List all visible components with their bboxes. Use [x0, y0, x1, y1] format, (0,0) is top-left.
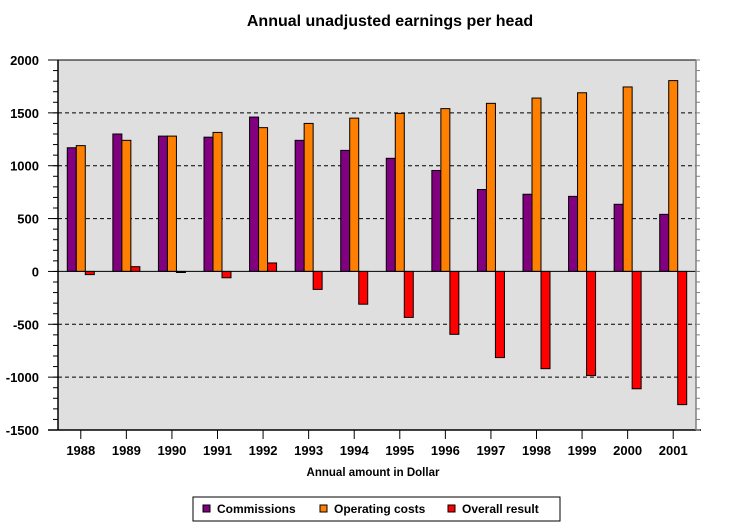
bar-overall-result-1992 — [267, 262, 278, 272]
bar-overall-result-1996 — [449, 270, 460, 335]
x-tick-label: 1990 — [157, 443, 186, 458]
bar-operating-costs-1994 — [349, 117, 360, 272]
bar-commissions-1994 — [340, 149, 351, 272]
x-tick-label: 2000 — [613, 443, 642, 458]
legend-swatch — [319, 504, 328, 513]
bar-operating-costs-1990 — [166, 135, 177, 272]
bar-commissions-2001 — [659, 213, 670, 272]
legend-swatch — [447, 504, 456, 513]
legend-box — [192, 496, 561, 522]
x-tick-label: 1995 — [385, 443, 414, 458]
bar-commissions-1998 — [522, 193, 533, 272]
legend-swatch — [202, 504, 211, 513]
bars — [66, 80, 688, 406]
legend-label: Overall result — [462, 502, 539, 516]
bar-overall-result-1991 — [221, 270, 232, 279]
bar-operating-costs-1989 — [121, 139, 132, 272]
bar-overall-result-1989 — [130, 266, 141, 272]
bar-overall-result-2001 — [677, 270, 688, 406]
x-tick-label: 1994 — [340, 443, 370, 458]
x-tick-label: 1993 — [294, 443, 323, 458]
bar-operating-costs-2001 — [668, 80, 679, 272]
y-tick-label: -1000 — [6, 370, 39, 385]
y-axis-ticks: -1500 -1000 -500 0 500 1000 1500 2000 — [6, 53, 700, 438]
bar-commissions-1992 — [249, 116, 260, 272]
bar-commissions-1995 — [385, 157, 396, 272]
y-tick-label: 500 — [17, 212, 39, 227]
bar-commissions-1999 — [568, 195, 579, 272]
bar-operating-costs-2000 — [622, 86, 633, 272]
bar-overall-result-2000 — [631, 270, 642, 390]
bar-commissions-1989 — [112, 133, 123, 272]
x-tick-label: 1999 — [568, 443, 597, 458]
x-tick-label: 1988 — [66, 443, 95, 458]
bar-operating-costs-1992 — [258, 127, 269, 272]
axes — [48, 59, 701, 431]
bar-overall-result-1994 — [358, 270, 369, 305]
x-tick-label: 1992 — [249, 443, 278, 458]
x-axis-ticks: 1988 1989 1990 1991 1992 1993 1994 1995 1996 1997… — [66, 430, 688, 458]
x-axis-title: Annual amount in Dollar — [307, 467, 440, 479]
bar-overall-result-1998 — [540, 270, 551, 370]
chart-title: Annual unadjusted earnings per head — [247, 13, 533, 30]
plot-area — [58, 60, 696, 430]
legend: Commissions Operating costs Overall result — [192, 496, 561, 522]
bar-commissions-1990 — [157, 135, 168, 272]
y-tick-label: -500 — [13, 317, 39, 332]
bar-overall-result-1995 — [403, 270, 414, 318]
bar-operating-costs-1991 — [212, 131, 223, 272]
bar-commissions-2000 — [613, 203, 624, 272]
bar-commissions-1993 — [294, 139, 305, 272]
bar-operating-costs-1988 — [75, 145, 86, 272]
bar-operating-costs-1999 — [577, 92, 588, 272]
y-tick-label: -1500 — [6, 423, 39, 438]
y-tick-label: 1500 — [10, 106, 39, 121]
bar-overall-result-1993 — [312, 270, 323, 290]
legend-label: Commissions — [217, 502, 296, 516]
x-tick-label: 1998 — [522, 443, 551, 458]
bar-commissions-1988 — [66, 147, 77, 272]
bar-commissions-1996 — [431, 169, 442, 272]
bar-overall-result-1997 — [494, 270, 505, 359]
bar-commissions-1997 — [476, 189, 487, 272]
bar-commissions-1991 — [203, 136, 214, 272]
bar-operating-costs-1995 — [394, 112, 405, 272]
bar-operating-costs-1993 — [303, 122, 314, 272]
y-tick-label: 0 — [32, 264, 39, 279]
x-tick-label: 1996 — [431, 443, 460, 458]
y-tick-label: 1000 — [10, 159, 39, 174]
bar-operating-costs-1997 — [485, 102, 496, 272]
y-tick-label: 2000 — [10, 53, 39, 68]
x-tick-label: 1991 — [203, 443, 232, 458]
x-tick-label: 1997 — [476, 443, 505, 458]
bar-operating-costs-1998 — [531, 97, 542, 272]
legend-label: Operating costs — [334, 502, 426, 516]
bar-operating-costs-1996 — [440, 108, 451, 272]
x-tick-label: 2001 — [659, 443, 688, 458]
x-tick-label: 1989 — [112, 443, 141, 458]
bar-overall-result-1999 — [586, 270, 597, 377]
